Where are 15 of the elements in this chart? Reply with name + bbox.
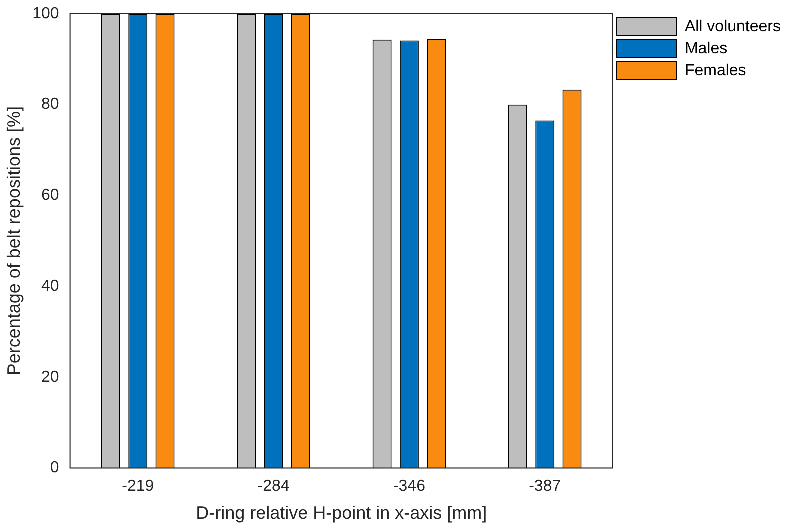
x-tick-label: -387 — [529, 478, 562, 496]
y-tick-label: 100 — [32, 5, 60, 22]
legend-label: All volunteers — [684, 18, 781, 36]
y-tick-label: 0 — [50, 460, 60, 477]
x-tick-label: -219 — [122, 478, 154, 496]
y-tick-label: 60 — [42, 187, 60, 204]
x-axis-title: D-ring relative H-point in x-axis [mm] — [196, 503, 488, 524]
y-tick-label: 80 — [42, 96, 60, 114]
legend-label: Females — [684, 62, 746, 80]
y-tick-label: 40 — [42, 278, 60, 295]
x-tick-label: -284 — [258, 478, 290, 496]
y-axis-title: Percentage of belt repositions [%] — [4, 106, 24, 376]
y-tick-label: 20 — [42, 368, 60, 386]
x-tick-label: -346 — [393, 478, 426, 496]
legend-label: Males — [684, 40, 728, 58]
